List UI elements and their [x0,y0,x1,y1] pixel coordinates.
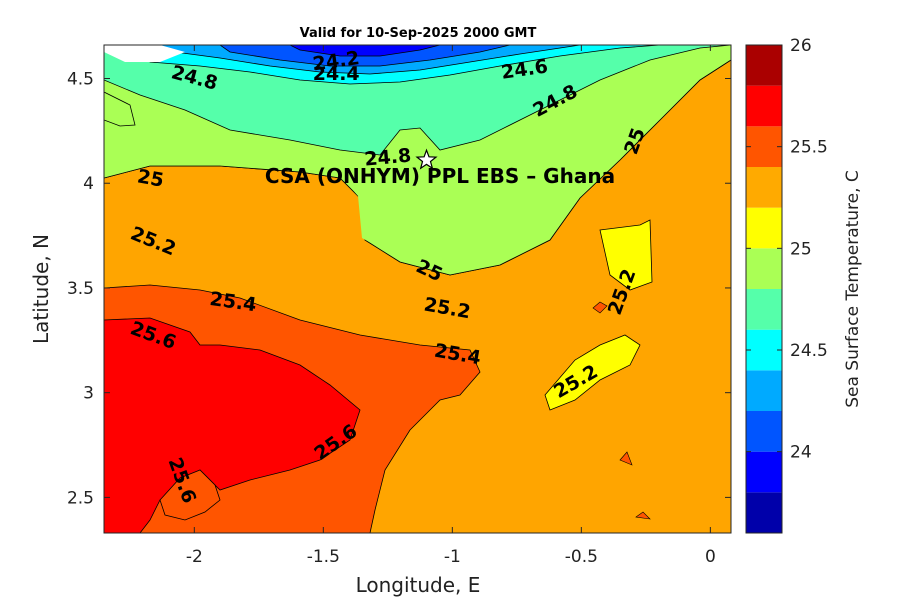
band-25.0-25.2-right [599,219,653,291]
colorbar-segment [746,85,782,127]
x-tick-label: -0.5 [565,547,598,567]
colorbar-tick-label: 24 [790,443,812,463]
x-tick-label: -2 [186,547,203,567]
y-tick-label: 3.5 [67,279,94,299]
small-blob-2 [592,301,608,314]
y-tick-label: 4.5 [67,70,94,90]
colorbar-segment [746,289,782,330]
star-marker [415,148,438,170]
band-24.6-24.8-left [104,91,136,127]
plot-frame [103,44,732,534]
x-tick-label: -1 [444,547,461,567]
band-25.6-25.8 [104,317,361,533]
colorbar-tick-label: 24.5 [790,341,828,361]
contour-label: 24.4 [313,63,360,85]
colorbar-segment [746,167,782,208]
colorbar-segment [746,45,782,86]
colorbar [746,45,782,533]
x-axis-label: Longitude, E [356,573,481,597]
colorbar-tick-label: 25 [790,239,812,259]
contour-label: 24.8 [363,145,412,171]
colorbar-segment [746,492,782,533]
colorbar-segment [746,370,782,411]
colorbar-tick-label: 26 [790,36,812,56]
x-tick-label: 0 [705,547,716,567]
small-blob-1 [619,451,633,466]
colorbar-segment [746,126,782,167]
band-25.4-25.6-island [159,469,221,521]
y-tick-label: 2.5 [67,488,94,508]
no-data-region [104,45,185,62]
y-axis-label: Latitude, N [29,234,53,344]
band-23.8-24.0 [289,45,441,57]
colorbar-frame [745,44,783,534]
colorbar-segment [746,207,782,249]
y-tick-label: 4 [83,174,94,194]
colorbar-segment [746,329,782,371]
colorbar-label: Sea Surface Temperature, C [843,170,863,408]
chart-title: Valid for 10-Sep-2025 2000 GMT [300,26,537,41]
contour-label: 25 [136,165,166,191]
x-axis-ticks: -2 -1.5 -1 -0.5 0 [186,45,716,567]
contour-field [104,45,731,533]
colorbar-segment [746,411,782,452]
colorbar-tick-label: 25.5 [790,138,828,158]
x-tick-label: -1.5 [307,547,340,567]
small-blob-3 [635,511,651,520]
band-25.2-right-blob [544,334,641,411]
site-annotation: CSA (ONHYM) PPL EBS – Ghana [265,164,615,188]
colorbar-ticks: 24 24.5 25 25.5 26 [746,36,828,463]
colorbar-segment [746,248,782,289]
colorbar-segment [746,451,782,493]
y-axis-ticks: 2.5 3 3.5 4 4.5 [67,70,731,508]
y-tick-label: 3 [83,384,94,404]
